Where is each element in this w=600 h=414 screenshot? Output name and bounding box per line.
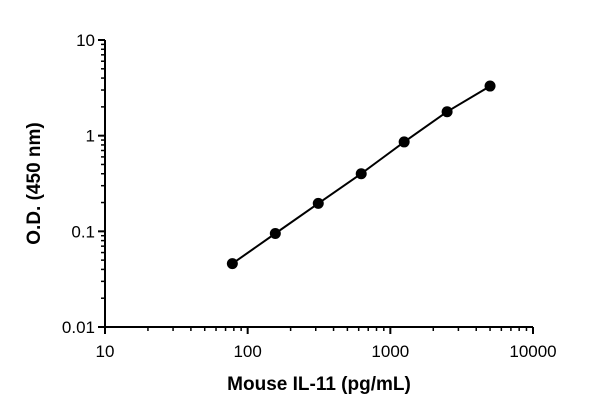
x-axis-title: Mouse IL-11 (pg/mL) xyxy=(227,374,411,395)
y-tick-label: 0.1 xyxy=(71,222,95,241)
data-point xyxy=(312,197,324,209)
data-point xyxy=(484,80,496,92)
x-tick-label: 100 xyxy=(233,342,261,361)
data-point xyxy=(269,227,281,239)
data-point xyxy=(441,106,453,118)
data-point xyxy=(398,136,410,148)
x-tick-label: 10000 xyxy=(509,342,556,361)
x-tick-label: 10 xyxy=(96,342,115,361)
y-tick-label: 10 xyxy=(76,31,95,50)
y-tick-label: 0.01 xyxy=(62,318,95,337)
y-tick-label: 1 xyxy=(86,127,95,146)
axes xyxy=(104,40,533,328)
y-axis-title: O.D. (450 nm) xyxy=(24,122,45,244)
data-point xyxy=(355,168,367,180)
data-point xyxy=(226,258,238,270)
ticks xyxy=(98,39,534,334)
x-tick-label: 1000 xyxy=(371,342,409,361)
tick-labels: 10 100 1000 10000 0.01 0.1 1 10 xyxy=(62,31,557,361)
data-points xyxy=(226,80,496,270)
